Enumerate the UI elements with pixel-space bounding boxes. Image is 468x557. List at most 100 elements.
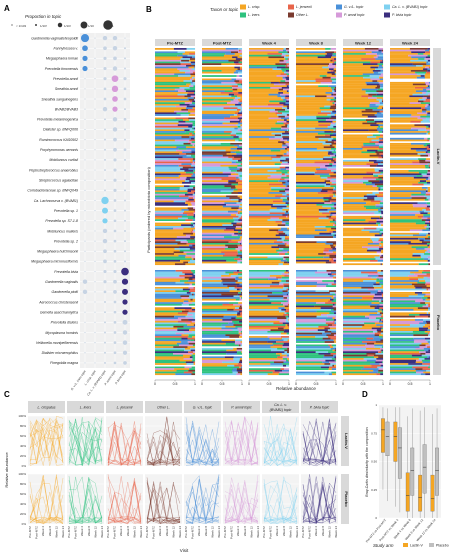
b-bar-segment bbox=[333, 125, 337, 128]
b-bar-segment bbox=[325, 54, 333, 57]
d-box bbox=[422, 444, 427, 494]
b-bar-segment bbox=[155, 95, 185, 98]
b-bar-segment bbox=[239, 217, 243, 220]
b-bar-segment bbox=[224, 356, 234, 359]
b-bar-segment bbox=[281, 273, 288, 276]
b-bar-segment bbox=[390, 81, 426, 84]
b-bar-segment bbox=[379, 102, 384, 105]
c-trajectory-line bbox=[107, 476, 142, 523]
b-bar-segment bbox=[272, 342, 284, 345]
b-bar-segment bbox=[333, 236, 337, 238]
b-bar-segment bbox=[177, 312, 188, 315]
b-bar-segment bbox=[343, 346, 375, 348]
b-bar-segment bbox=[423, 276, 428, 279]
b-bar-segment bbox=[376, 98, 383, 101]
b-bar-segment bbox=[235, 81, 243, 84]
b-bar-segment bbox=[390, 259, 428, 262]
b-bar-segment bbox=[281, 237, 286, 240]
c-trajectory-line bbox=[107, 483, 142, 524]
c-trajectory-line bbox=[68, 476, 103, 523]
b-bar-segment bbox=[412, 254, 421, 257]
b-bar-segment bbox=[226, 352, 238, 355]
b-bar-segment bbox=[155, 100, 190, 103]
c-x-tick-label: Week 24 bbox=[256, 526, 260, 538]
b-bar-segment bbox=[286, 308, 290, 311]
b-bar-segment bbox=[234, 127, 238, 130]
b-bar-segment bbox=[189, 119, 196, 121]
b-bar-segment bbox=[231, 85, 239, 88]
b-bar-segment bbox=[296, 312, 330, 315]
b-bar-segment bbox=[286, 359, 289, 362]
b-bar-segment bbox=[331, 156, 337, 159]
a-dot bbox=[84, 362, 86, 364]
b-bar-segment bbox=[228, 156, 235, 159]
a-dot bbox=[94, 230, 96, 232]
b-bar-segment bbox=[202, 187, 231, 189]
b-bar-segment bbox=[296, 226, 315, 228]
b-bar-segment bbox=[231, 369, 237, 372]
b-bar-segment bbox=[425, 193, 431, 196]
c-trajectory-line bbox=[263, 480, 298, 522]
b-bar-segment bbox=[249, 271, 285, 274]
b-bar-segment bbox=[178, 158, 194, 160]
b-bar-segment bbox=[296, 115, 317, 118]
b-bar-segment bbox=[320, 366, 330, 369]
b-bar-segment bbox=[364, 322, 375, 325]
a-dot bbox=[101, 196, 109, 205]
b-bar-segment bbox=[412, 366, 428, 369]
b-bar-segment bbox=[222, 205, 240, 208]
a-dot bbox=[112, 106, 118, 112]
b-bar-segment bbox=[286, 61, 290, 64]
b-bar-segment bbox=[236, 75, 240, 77]
b-bar-segment bbox=[276, 207, 283, 210]
b-bar-segment bbox=[427, 54, 431, 57]
panel-a-label: A bbox=[4, 4, 10, 13]
b-bar-segment bbox=[343, 86, 376, 89]
b-bar-segment bbox=[155, 102, 185, 105]
b-bar-segment bbox=[192, 132, 196, 135]
b-bar-segment bbox=[390, 241, 411, 244]
c-trajectory-line bbox=[107, 476, 142, 522]
b-bar-segment bbox=[249, 54, 282, 57]
b-bar-segment bbox=[227, 308, 234, 311]
b-bar-segment bbox=[240, 239, 243, 242]
b-bar-segment bbox=[390, 207, 426, 210]
b-bar-segment bbox=[379, 244, 382, 247]
b-bar-segment bbox=[287, 129, 290, 132]
b-bar-segment bbox=[190, 95, 196, 98]
b-bar-segment bbox=[331, 139, 337, 142]
b-bar-segment bbox=[240, 124, 243, 127]
b-bar-segment bbox=[374, 183, 384, 186]
b-bar-segment bbox=[376, 112, 382, 115]
b-bar-segment bbox=[415, 286, 423, 289]
c-trajectory-line bbox=[29, 481, 64, 524]
a-dot bbox=[112, 127, 118, 132]
b-bar-segment bbox=[424, 330, 431, 333]
c-trajectory-line bbox=[263, 516, 298, 525]
b-bar-segment bbox=[202, 198, 232, 201]
b-bar-segment bbox=[190, 73, 196, 76]
b-bar-segment bbox=[280, 197, 288, 199]
b-bar-segment bbox=[377, 312, 380, 315]
b-bar-segment bbox=[193, 293, 196, 296]
b-bar-segment bbox=[429, 166, 431, 169]
b-bar-segment bbox=[343, 286, 362, 289]
b-bar-segment bbox=[249, 305, 285, 308]
b-bar-segment bbox=[287, 71, 290, 74]
b-bar-segment bbox=[329, 275, 334, 277]
b-bar-segment bbox=[185, 254, 196, 257]
b-bar-segment bbox=[370, 292, 378, 294]
b-bar-segment bbox=[236, 214, 243, 216]
b-bar-segment bbox=[343, 120, 368, 123]
b-bar-segment bbox=[376, 164, 384, 167]
b-bar-segment bbox=[329, 290, 337, 293]
b-bar-segment bbox=[329, 195, 334, 198]
a-taxon-label: Coriobacteriaceae sp. BNFQ049 bbox=[27, 189, 78, 193]
c-trajectory-line bbox=[29, 479, 64, 525]
b-bar-segment bbox=[182, 215, 194, 218]
b-bar-segment bbox=[281, 97, 285, 99]
b-bar-segment bbox=[272, 292, 283, 294]
b-bar-segment bbox=[175, 117, 189, 120]
b-bar-segment bbox=[236, 270, 240, 272]
b-bar-segment bbox=[282, 154, 290, 157]
